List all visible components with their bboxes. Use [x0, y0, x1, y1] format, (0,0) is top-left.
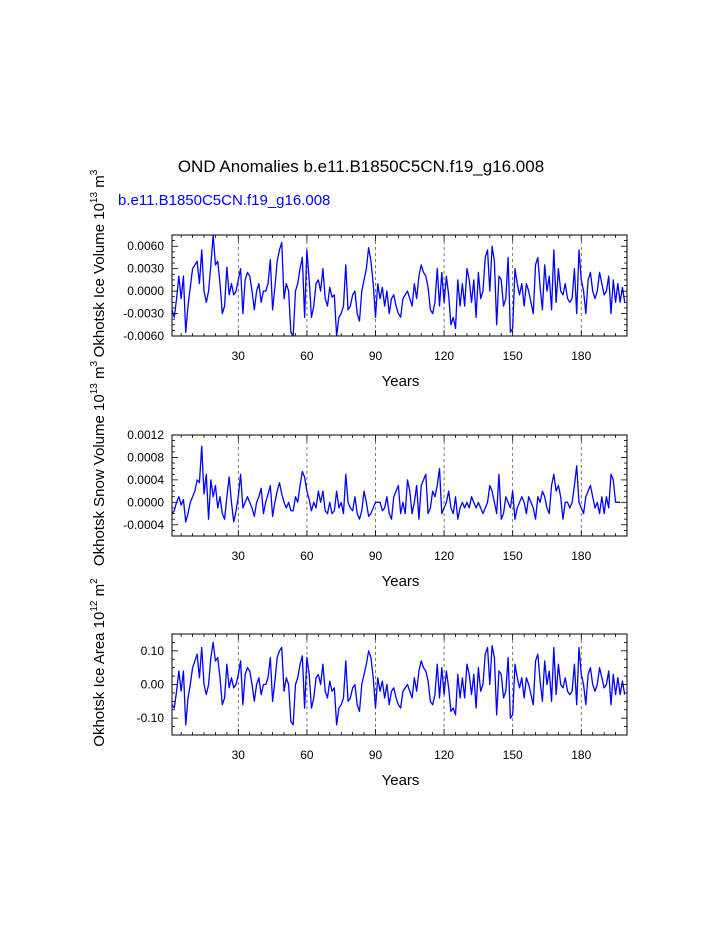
y-axis-label: Okhotsk Ice Area 1012 m2: [89, 578, 108, 747]
series-line: [171, 234, 626, 337]
y-tick-label: 0.0000: [127, 495, 164, 509]
y-tick-label: -0.0004: [123, 518, 164, 532]
y-tick-label: 0.0008: [127, 450, 164, 464]
panel-ice-area: 30 60 90 120 150 180 Years -0.10 0.00 0.10 Okhotsk…: [89, 578, 628, 789]
y-axis-label: Okhotsk Ice Volume 1013 m3: [89, 169, 108, 357]
x-tick-label: 180: [571, 349, 591, 363]
x-tick-label: 120: [434, 748, 454, 762]
y-tick-label: -0.10: [137, 711, 165, 725]
y-axis-label: Okhotsk Snow Volume 1013 m3: [89, 361, 108, 567]
figure-title: OND Anomalies b.e11.B1850C5CN.f19_g16.00…: [178, 157, 544, 176]
x-axis-label: Years: [382, 573, 420, 590]
x-tick-label: 30: [232, 549, 246, 563]
y-tick-label: 0.0030: [127, 262, 164, 276]
y-tick-label: 0.0000: [127, 284, 164, 298]
y-tick-label: 0.0004: [127, 473, 164, 487]
x-tick-label: 90: [369, 748, 383, 762]
y-tick-label: -0.0060: [123, 329, 164, 343]
y-tick-label: 0.0012: [127, 428, 164, 442]
x-tick-label: 150: [503, 349, 523, 363]
series-line: [171, 641, 626, 726]
x-tick-label: 90: [369, 349, 383, 363]
panel-snow-volume: 30 60 90 120 150 180 Years -0.0004 0.0000 0.0004 0…: [89, 361, 628, 590]
panels-group: 30 60 90 120 150 180 Years -0.0060 -0.0030 0.0000…: [89, 169, 628, 789]
x-tick-label: 180: [571, 748, 591, 762]
plot-frame: [171, 234, 628, 337]
x-tick-label: 60: [300, 549, 314, 563]
x-tick-label: 60: [300, 349, 314, 363]
plot-frame: [171, 633, 628, 736]
figure-subtitle: b.e11.B1850C5CN.f19_g16.008: [118, 192, 330, 209]
x-tick-label: 150: [503, 549, 523, 563]
x-tick-label: 90: [369, 549, 383, 563]
x-tick-label: 30: [232, 748, 246, 762]
series-line: [171, 445, 621, 523]
x-axis-label: Years: [382, 373, 420, 390]
x-tick-label: 30: [232, 349, 246, 363]
y-tick-label: 0.0060: [127, 239, 164, 253]
y-tick-label: 0.00: [141, 678, 165, 692]
x-tick-label: 180: [571, 549, 591, 563]
x-tick-label: 120: [434, 549, 454, 563]
y-tick-label: -0.0030: [123, 307, 164, 321]
x-tick-label: 60: [300, 748, 314, 762]
panel-ice-volume: 30 60 90 120 150 180 Years -0.0060 -0.0030 0.0000…: [89, 169, 628, 390]
x-tick-label: 150: [503, 748, 523, 762]
x-tick-label: 120: [434, 349, 454, 363]
x-axis-label: Years: [382, 772, 420, 789]
y-tick-label: 0.10: [141, 644, 165, 658]
